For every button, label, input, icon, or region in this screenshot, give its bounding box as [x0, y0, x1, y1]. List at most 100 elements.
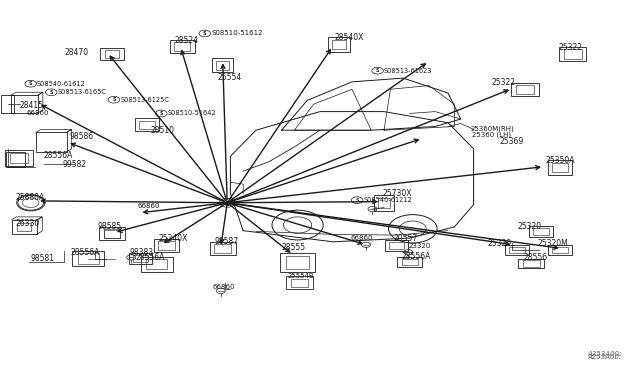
Text: S: S	[203, 31, 207, 36]
Bar	[104, 230, 120, 238]
Text: 66860: 66860	[212, 284, 235, 290]
Bar	[286, 256, 309, 269]
Text: 66860: 66860	[27, 110, 49, 116]
Bar	[72, 251, 104, 266]
Text: 25322: 25322	[492, 78, 516, 87]
Text: 28556A: 28556A	[44, 151, 73, 160]
Bar	[389, 242, 404, 249]
Text: S: S	[49, 90, 53, 95]
Text: 23320: 23320	[408, 243, 431, 248]
Bar	[378, 198, 390, 208]
Text: S08510-51642: S08510-51642	[168, 110, 216, 116]
Text: S08510-51612: S08510-51612	[211, 31, 262, 36]
Bar	[210, 242, 236, 255]
Text: 28556A: 28556A	[70, 248, 100, 257]
Bar	[170, 40, 195, 53]
Bar	[147, 259, 167, 269]
Bar	[129, 253, 152, 264]
Bar	[548, 160, 572, 175]
Bar	[11, 95, 38, 113]
Bar	[99, 227, 125, 240]
Bar	[6, 152, 25, 167]
Bar	[523, 260, 540, 266]
Bar	[5, 150, 33, 166]
Bar	[511, 83, 539, 96]
Bar	[533, 228, 548, 235]
Text: 25360M(RH): 25360M(RH)	[470, 125, 514, 132]
Bar	[100, 48, 124, 60]
Bar	[518, 259, 544, 268]
Bar	[291, 279, 308, 287]
Text: A253A00:: A253A00:	[588, 351, 622, 357]
Text: 20557: 20557	[394, 234, 418, 243]
Text: S: S	[159, 111, 163, 116]
Text: 25320M: 25320M	[538, 239, 568, 248]
Bar	[529, 226, 553, 237]
Bar	[104, 229, 120, 238]
Text: 25320: 25320	[488, 239, 512, 248]
Text: 66860: 66860	[138, 203, 160, 209]
Text: S08513-61623: S08513-61623	[384, 68, 433, 74]
Text: S08513-6125C: S08513-6125C	[120, 97, 170, 103]
Text: 98383: 98383	[129, 248, 154, 257]
Text: 28556A: 28556A	[402, 252, 431, 261]
Bar	[135, 118, 159, 131]
Text: 25730X: 25730X	[383, 189, 412, 198]
Bar	[509, 247, 525, 253]
Text: 25322: 25322	[558, 43, 582, 52]
Text: 98585: 98585	[97, 222, 122, 231]
Text: 25880A: 25880A	[16, 193, 45, 202]
Bar	[104, 50, 120, 58]
Text: S: S	[355, 198, 359, 203]
Text: 99582: 99582	[63, 160, 87, 169]
Bar	[154, 239, 179, 252]
Text: 28540X: 28540X	[334, 33, 364, 42]
Bar	[78, 253, 99, 264]
Bar	[214, 244, 231, 253]
Bar	[10, 153, 28, 163]
Bar	[133, 255, 148, 262]
Bar	[552, 163, 568, 172]
Text: 98587: 98587	[214, 237, 239, 246]
Text: 28510: 28510	[150, 126, 174, 135]
Bar	[280, 253, 315, 272]
Bar	[559, 47, 586, 61]
Text: 25360 (LH): 25360 (LH)	[472, 131, 511, 138]
Text: 28415: 28415	[19, 101, 44, 110]
Text: 25320: 25320	[517, 222, 541, 231]
Text: 25369: 25369	[499, 137, 524, 146]
Text: S08513-6165C: S08513-6165C	[58, 89, 107, 95]
Bar	[548, 245, 572, 255]
Bar	[1, 95, 14, 113]
Bar	[332, 40, 346, 49]
Text: 28556: 28556	[524, 253, 548, 262]
Text: 25554: 25554	[218, 73, 242, 82]
Text: 28555: 28555	[282, 243, 306, 252]
Bar	[212, 58, 233, 72]
Text: S08540-61612: S08540-61612	[37, 81, 86, 87]
Text: 26330: 26330	[16, 219, 40, 228]
Text: 25240X: 25240X	[159, 234, 188, 243]
Text: 66860: 66860	[351, 235, 373, 241]
Bar	[17, 223, 31, 231]
Text: 98586: 98586	[69, 132, 93, 141]
Bar	[505, 245, 529, 255]
Bar	[175, 42, 190, 51]
Text: 25554B: 25554B	[288, 273, 315, 279]
Bar	[397, 257, 422, 267]
Text: 28470: 28470	[64, 48, 88, 57]
Text: S: S	[112, 97, 116, 102]
Bar	[140, 121, 155, 129]
Bar	[141, 257, 173, 272]
Text: S08540-61212: S08540-61212	[364, 197, 412, 203]
Bar	[564, 49, 582, 58]
Text: 25350A: 25350A	[545, 156, 575, 165]
Bar	[402, 259, 417, 265]
Bar	[12, 220, 37, 234]
Text: 28556A: 28556A	[136, 253, 165, 262]
Text: S: S	[29, 81, 33, 86]
Bar	[516, 85, 534, 94]
Bar	[158, 241, 175, 250]
Bar	[286, 276, 313, 289]
Bar	[385, 240, 408, 251]
